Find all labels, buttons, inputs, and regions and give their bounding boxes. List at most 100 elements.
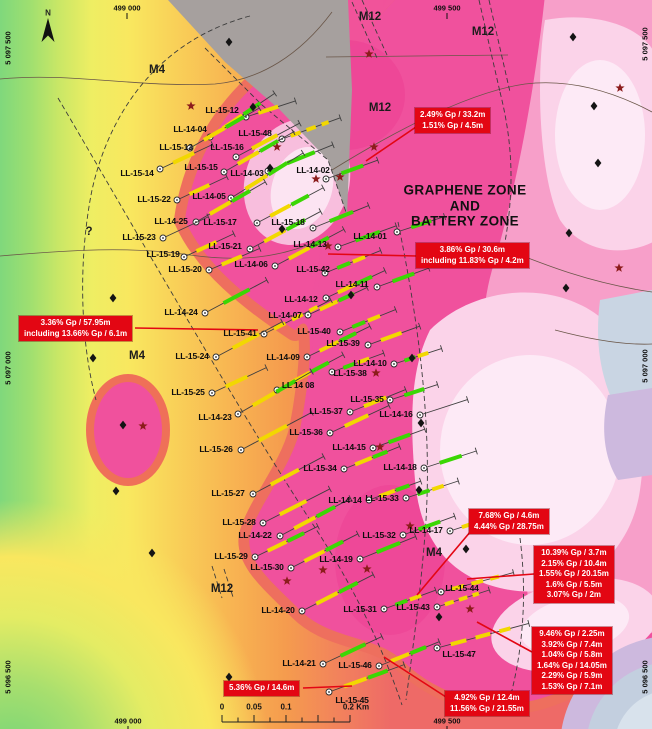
drillhole-label: LL-15-35 — [350, 394, 384, 404]
area-label: M4 — [426, 547, 442, 559]
assay-line: including 13.66% Gp / 6.1m — [24, 328, 128, 338]
drill-trace — [271, 226, 346, 270]
drill-trace — [433, 586, 491, 611]
star-symbol — [362, 564, 372, 573]
drill-trace — [259, 485, 332, 527]
annotation-leader — [383, 656, 447, 698]
zone-title: BATTERY ZONE — [410, 213, 520, 229]
diamond-symbol — [249, 102, 257, 112]
scalebar-label: 0.05 — [246, 702, 262, 712]
star-symbol — [371, 368, 381, 377]
assay-line: 1.55% Gp / 20.15m — [539, 569, 609, 579]
assay-line: 3.86% Gp / 30.6m — [439, 245, 506, 254]
drill-trace — [186, 104, 262, 152]
drill-trace — [278, 114, 342, 143]
star-symbol — [465, 604, 475, 613]
star-symbol — [364, 49, 374, 58]
drillhole-label: LL-15-37 — [309, 406, 343, 416]
drillhole-label: LL-14-04 — [173, 124, 207, 134]
drillhole-label: LL-15-38 — [333, 368, 367, 378]
north-arrow-icon — [41, 18, 55, 42]
drillhole-label: LL-15-44 — [445, 583, 479, 593]
drillhole-label: LL-14-06 — [234, 259, 268, 269]
drill-trace — [232, 119, 302, 161]
drillhole-label: LL-15-13 — [159, 142, 193, 152]
drillhole-label: LL-15-14 — [120, 168, 154, 178]
assay-line: 4.44% Gp / 28.75m — [474, 521, 544, 531]
grid-label-left: 5 096 500 — [3, 660, 13, 694]
diamond-symbol — [89, 353, 97, 363]
diamond-symbol — [415, 485, 423, 495]
annotation-leader — [134, 327, 259, 331]
drillhole-label: LL-14-12 — [284, 294, 318, 304]
drill-trace — [334, 222, 398, 251]
drillhole-label: LL-15-46 — [338, 660, 372, 670]
drill-trace — [402, 477, 460, 502]
assay-line: 3.92% Gp / 7.4m — [541, 639, 603, 649]
grid-label-right: 5 097 000 — [640, 349, 650, 383]
drill-trace — [375, 638, 441, 670]
drill-trace — [322, 267, 387, 302]
drill-trace — [340, 443, 402, 473]
star-symbol — [375, 442, 385, 451]
assay-line: 1.6% Gp / 5.5m — [545, 579, 603, 589]
assay-line: 3.36% Gp / 57.95m — [40, 318, 111, 327]
drillhole-label: LL-14-03 — [230, 168, 264, 178]
drill-trace — [433, 619, 531, 652]
grid-label-right: 5 097 500 — [640, 27, 650, 61]
star-symbol — [186, 101, 196, 110]
drill-trace — [205, 245, 262, 274]
drillhole-label: LL-15-16 — [210, 142, 244, 152]
zone-title: GRAPHENE ZONE — [403, 182, 527, 198]
diamond-symbol — [562, 283, 570, 293]
zone-title: AND — [449, 198, 481, 213]
area-label: M12 — [210, 583, 234, 595]
drill-trace — [237, 409, 314, 454]
drillhole-label: LL-14-22 — [238, 530, 272, 540]
drill-trace — [416, 396, 470, 419]
drillhole-label: LL-14-23 — [198, 412, 232, 422]
drillhole-label: LL-15-33 — [365, 493, 399, 503]
drill-trace — [380, 586, 438, 613]
drillhole-label: LL-15-20 — [168, 264, 202, 274]
diamond-symbol — [417, 418, 425, 428]
drill-trace — [303, 322, 372, 361]
drillhole-label: LL-15-21 — [208, 241, 242, 251]
drillhole-label: LL-14-09 — [266, 352, 300, 362]
diamond-symbol — [225, 672, 233, 682]
drillhole-label: LL 14 08 — [281, 380, 315, 390]
drill-trace — [156, 141, 215, 173]
diamond-symbol — [408, 353, 416, 363]
diamond-symbol — [569, 32, 577, 42]
drill-trace — [336, 306, 398, 336]
area-label: M12 — [358, 11, 382, 23]
diamond-symbol — [109, 293, 117, 303]
drill-trace — [180, 230, 236, 261]
annotation-leader — [416, 530, 472, 596]
drillhole-label: LL-15-18 — [271, 217, 305, 227]
assay-line: 3.07% Gp / 2m — [546, 590, 602, 600]
grid-label-right: 5 096 500 — [640, 660, 650, 694]
assay-line: 4.92% Gp / 12.4m — [454, 693, 520, 702]
drillhole-label: LL-15-27 — [211, 488, 245, 498]
diamond-symbol — [148, 548, 156, 558]
assay-annotation: 7.68% Gp / 4.6m 4.44% Gp / 28.75m — [469, 509, 549, 535]
diamond-symbol — [462, 544, 470, 554]
assay-line: 1.53% Gp / 7.1m — [541, 681, 603, 691]
star-symbol — [405, 521, 415, 530]
drillhole-label: LL-14-16 — [379, 409, 413, 419]
assay-annotation: 9.46% Gp / 2.25m 3.92% Gp / 7.4m 1.04% Gp … — [532, 627, 612, 695]
drillhole-label: LL-14-24 — [164, 307, 198, 317]
assay-line: 9.46% Gp / 2.25m — [539, 629, 605, 638]
star-symbol — [615, 83, 625, 92]
annotation-leader — [466, 573, 535, 580]
drillhole-label: LL-15-45 — [335, 695, 369, 705]
contour-lines — [0, 11, 652, 345]
drill-trace — [234, 368, 314, 418]
annotation-leader — [476, 621, 533, 653]
drillhole-label: LL-14-07 — [268, 310, 302, 320]
drillhole-label: LL-15-47 — [442, 649, 476, 659]
drillhole-label: LL-14-21 — [282, 658, 316, 668]
drill-trace — [319, 633, 384, 668]
